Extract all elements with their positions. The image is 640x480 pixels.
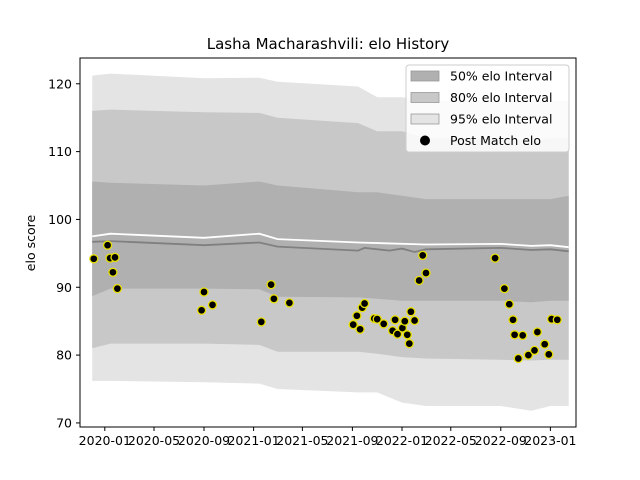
post-match-point: [529, 345, 540, 356]
plot-frame: [79, 57, 577, 428]
post-match-point: [402, 330, 412, 340]
legend-swatch: [410, 92, 440, 103]
post-match-point: [256, 317, 266, 327]
post-match-point: [418, 250, 428, 261]
post-match-point: [406, 307, 416, 317]
y-tick-label: 80: [56, 348, 72, 363]
post-match-point: [421, 268, 431, 278]
post-match-point: [518, 330, 528, 341]
post-match-point: [355, 324, 365, 334]
legend-marker: [420, 135, 430, 146]
x-tick-label: 2020-05: [128, 433, 180, 448]
post-match-point: [409, 315, 420, 326]
x-tick-label: 2022-01: [376, 433, 428, 448]
post-match-point: [544, 349, 554, 360]
post-match-point: [508, 315, 518, 325]
legend-label: 80% elo Interval: [450, 90, 552, 105]
legend-swatch: [410, 70, 440, 82]
post-match-point: [499, 283, 510, 294]
post-match-point: [269, 294, 279, 304]
post-match-point: [89, 254, 99, 264]
y-tick-label: 70: [56, 415, 72, 430]
post-match-point: [359, 298, 370, 309]
post-match-point: [207, 300, 218, 310]
post-match-point: [112, 283, 123, 294]
x-axis: 2020-012020-052020-092021-012021-052021-…: [79, 427, 577, 448]
legend-label: 50% elo Interval: [450, 69, 552, 84]
legend-swatch: [410, 113, 440, 125]
post-match-point: [504, 299, 514, 309]
y-tick-label: 120: [48, 76, 72, 91]
plot-area: [89, 73, 569, 411]
legend-box: [405, 64, 570, 153]
post-match-point: [110, 252, 120, 263]
legend-label: 95% elo Interval: [450, 112, 552, 127]
mean-elo-line: [92, 240, 569, 253]
post-match-point: [102, 240, 113, 250]
post-match-point: [372, 314, 382, 324]
post-match-point: [196, 305, 207, 315]
x-tick-label: 2023-01: [524, 433, 576, 448]
legend-label: Post Match elo: [450, 133, 541, 148]
post-match-point: [552, 315, 562, 325]
post-match-point: [513, 353, 523, 364]
post-match-point: [532, 327, 543, 337]
y-tick-label: 90: [56, 280, 72, 295]
y-tick-label: 110: [48, 144, 72, 159]
legend: 50% elo Interval 80% elo Interval 95% elo …: [405, 64, 570, 153]
post-match-point: [390, 315, 400, 325]
post-match-point: [404, 338, 414, 349]
post-match-point: [348, 319, 358, 330]
x-tick-label: 2022-05: [425, 433, 477, 448]
x-tick-label: 2020-01: [79, 433, 131, 448]
post-match-point: [540, 339, 550, 349]
x-tick-label: 2021-01: [227, 433, 279, 448]
post-match-point: [379, 319, 389, 329]
post-match-point: [392, 329, 403, 339]
y-tick-label: 100: [48, 212, 72, 227]
post-match-point: [108, 267, 118, 277]
post-match-point: [400, 316, 410, 326]
post-match-point: [414, 275, 424, 286]
post-match-point: [523, 350, 534, 360]
x-tick-label: 2021-05: [276, 433, 328, 448]
upper-elo-line: [92, 232, 569, 249]
y-axis: 70 80 90 100 110 120: [48, 76, 80, 430]
x-tick-label: 2020-09: [178, 433, 230, 448]
post-match-point: [266, 279, 276, 290]
x-tick-label: 2022-09: [475, 433, 527, 448]
y-axis-label: elo score: [23, 215, 38, 272]
post-match-point: [509, 330, 520, 340]
x-tick-label: 2021-09: [326, 433, 378, 448]
post-match-point: [352, 311, 362, 321]
post-match-point: [490, 253, 500, 263]
post-match-point: [284, 298, 295, 308]
chart-title: Lasha Macharashvili: elo History: [207, 35, 450, 53]
post-match-point: [199, 287, 209, 297]
